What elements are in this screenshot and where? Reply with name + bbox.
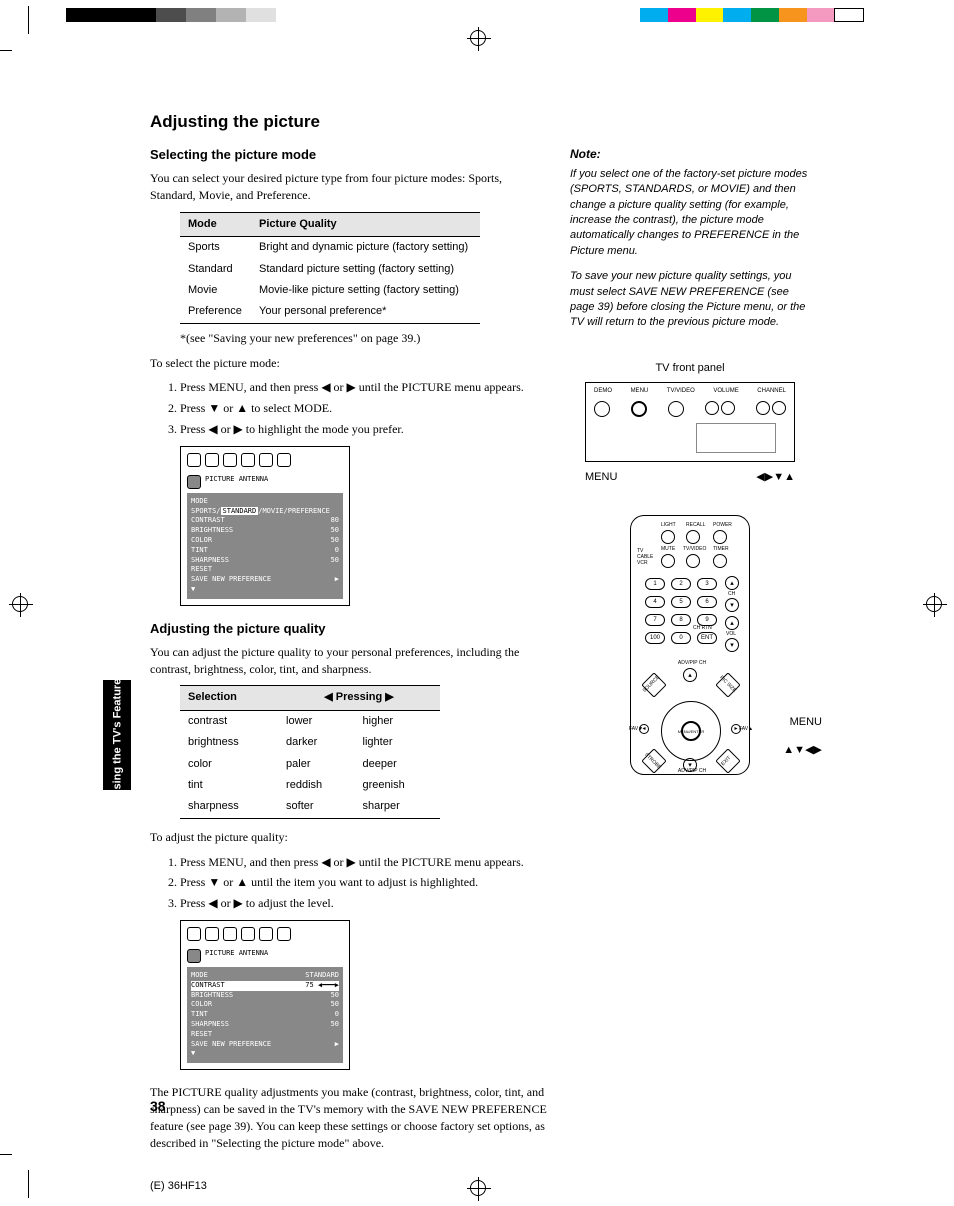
note-body: If you select one of the factory-set pic… — [570, 167, 810, 259]
crop-mark — [14, 36, 42, 64]
mute-button — [661, 554, 675, 568]
remote-diagram: LIGHT RECALL POWER MUTE TV/VIDEO TIMER T… — [570, 515, 810, 775]
procedure-steps: Press MENU, and then press ◀ or ▶ until … — [150, 379, 550, 437]
selection-table: Selection◀ Pressing ▶ contrastlowerhighe… — [180, 685, 440, 818]
key-6: 6 — [697, 596, 717, 608]
table-row: sharpnesssoftersharper — [180, 796, 440, 818]
mode-table: ModePicture Quality SportsBright and dyn… — [180, 212, 480, 324]
demo-button — [594, 401, 610, 417]
color-strip-left — [66, 8, 276, 22]
key-8: 8 — [671, 614, 691, 626]
table-row: tintreddishgreenish — [180, 775, 440, 796]
registration-mark-top — [470, 30, 486, 46]
footer-model: (E) 36HF13 — [150, 1180, 207, 1192]
main-column: Selecting the picture mode You can selec… — [150, 146, 550, 1159]
registration-mark-left — [12, 596, 28, 612]
vol-down: ▾ — [725, 638, 739, 652]
menu-button — [631, 401, 647, 417]
timer-button — [713, 554, 727, 568]
color-strip-right — [640, 8, 864, 22]
note-title: Note: — [570, 146, 810, 163]
key-3: 3 — [697, 578, 717, 590]
channel-buttons — [756, 401, 786, 417]
key-ent: ENT — [697, 632, 717, 644]
remote-label-menu: MENU — [790, 715, 822, 730]
table-row: colorpalerdeeper — [180, 754, 440, 775]
key-2: 2 — [671, 578, 691, 590]
tv-front-panel-diagram: TV front panel DEMO MENU TV/VIDEO VOLUME… — [570, 361, 810, 486]
panel-label-arrows: ◀▶▼▲ — [756, 470, 795, 485]
table-row: StandardStandard picture setting (factor… — [180, 259, 480, 280]
table-row: PreferenceYour personal preference* — [180, 301, 480, 323]
registration-mark-bottom — [470, 1180, 486, 1196]
key-5: 5 — [671, 596, 691, 608]
table-row: brightnessdarkerlighter — [180, 732, 440, 753]
osd-screenshot-2: PICTURE ANTENNA MODESTANDARD CONTRAST75 … — [180, 920, 350, 1070]
key-0: 0 — [671, 632, 691, 644]
power-button — [713, 530, 727, 544]
registration-mark-right — [926, 596, 942, 612]
tvvideo-button — [686, 554, 700, 568]
osd-screenshot-1: PICTURE ANTENNA MODE SPORTS/STANDARD/MOV… — [180, 446, 350, 606]
recall-button — [686, 530, 700, 544]
light-button — [661, 530, 675, 544]
key-1: 1 — [645, 578, 665, 590]
remote-label-arrows: ▲▼◀▶ — [783, 743, 822, 758]
key-4: 4 — [645, 596, 665, 608]
section-tab: Using the TV's Features — [103, 680, 131, 790]
ch-up: ▴ — [725, 576, 739, 590]
section-title: Adjusting the picture quality — [150, 620, 550, 638]
table-footnote: *(see "Saving your new preferences" on p… — [180, 330, 550, 347]
procedure-lead: To adjust the picture quality: — [150, 829, 550, 846]
page-title: Adjusting the picture — [150, 112, 810, 132]
section-intro: You can select your desired picture type… — [150, 170, 550, 204]
panel-label-menu: MENU — [585, 470, 617, 485]
table-row: contrastlowerhigher — [180, 710, 440, 732]
procedure-steps: Press MENU, and then press ◀ or ▶ until … — [150, 854, 550, 912]
tvvideo-button — [668, 401, 684, 417]
key-100: 100 — [645, 632, 665, 644]
crop-mark — [14, 1140, 42, 1168]
ch-down: ▾ — [725, 598, 739, 612]
closing-paragraph: The PICTURE quality adjustments you make… — [150, 1084, 550, 1151]
table-row: MovieMovie-like picture setting (factory… — [180, 280, 480, 301]
table-row: SportsBright and dynamic picture (factor… — [180, 237, 480, 259]
note-body: To save your new picture quality setting… — [570, 269, 810, 331]
key-7: 7 — [645, 614, 665, 626]
procedure-lead: To select the picture mode: — [150, 355, 550, 372]
section-intro: You can adjust the picture quality to yo… — [150, 644, 550, 678]
section-title: Selecting the picture mode — [150, 146, 550, 164]
volume-buttons — [705, 401, 735, 417]
vol-up: ▴ — [725, 616, 739, 630]
side-column: Note: If you select one of the factory-s… — [570, 146, 810, 775]
